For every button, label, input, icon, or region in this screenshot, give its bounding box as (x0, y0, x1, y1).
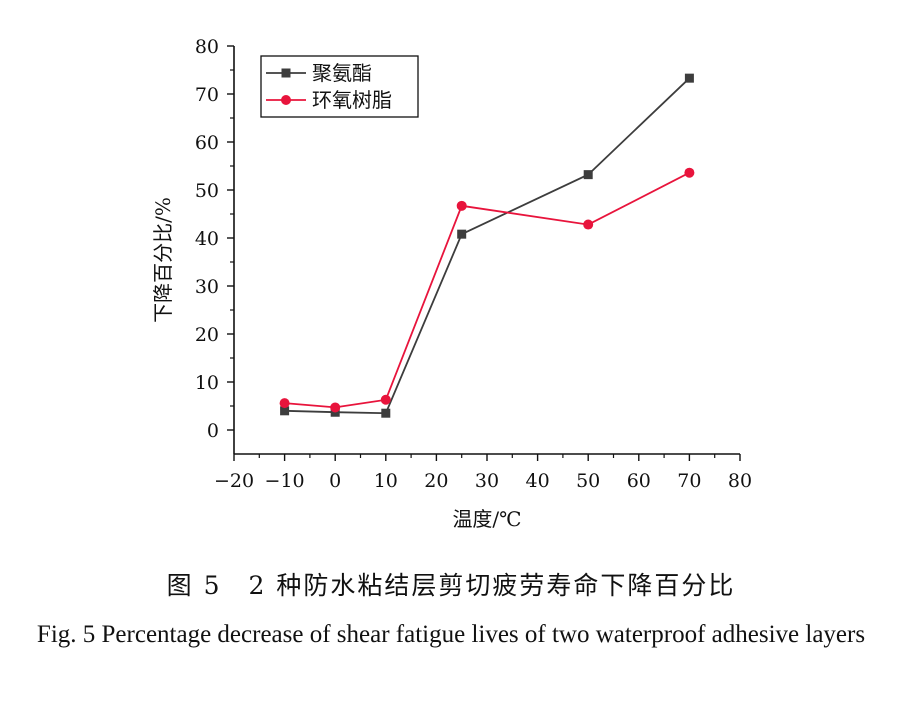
data-point (684, 73, 694, 83)
legend-box (260, 55, 419, 118)
x-tick-label: 0 (329, 470, 341, 492)
data-point (380, 394, 391, 405)
y-tick-label: 10 (195, 372, 219, 394)
series-line (284, 171, 690, 409)
line-chart: 0 10 20 30 40 50 60 70 80 −20 −10 0 10 20 30 40 50 60 70 80… (151, 36, 752, 531)
y-tick-label: 40 (195, 228, 219, 250)
y-tick-label: 70 (195, 84, 219, 106)
x-tick-label: 40 (526, 470, 550, 492)
data-point (583, 170, 593, 180)
figure-caption-en: Fig. 5 Percentage decrease of shear fati… (36, 621, 866, 648)
y-tick-label: 60 (195, 132, 219, 154)
data-point (583, 219, 594, 230)
figure-caption-cn: 图 5 2 种防水粘结层剪切疲劳寿命下降百分比 (166, 571, 736, 600)
legend-item: 聚氨酯 (266, 61, 372, 85)
series-1 (280, 73, 694, 418)
series-2 (279, 167, 695, 413)
y-axis-title: 下降百分比/% (151, 197, 175, 323)
x-tick-label: 70 (677, 470, 701, 492)
y-tick-label: 30 (195, 276, 219, 298)
series-line (284, 77, 691, 415)
y-tick-label: 0 (207, 420, 219, 442)
data-point (684, 167, 695, 178)
data-point (456, 200, 467, 211)
data-point (330, 402, 341, 413)
x-tick-label: 20 (424, 470, 448, 492)
data-point (381, 408, 391, 418)
legend-marker (281, 95, 291, 105)
axes: 0 10 20 30 40 50 60 70 80 −20 −10 0 10 20 30 40 50 60 70 80… (151, 36, 752, 531)
data-point (279, 398, 290, 409)
y-tick-label: 50 (195, 180, 219, 202)
data-point (457, 229, 467, 239)
y-tick-label: 20 (195, 324, 219, 346)
data-point (280, 406, 290, 416)
legend-label: 环氧树脂 (312, 88, 392, 112)
x-tick-label: 10 (374, 470, 398, 492)
series-layer (279, 73, 695, 418)
x-tick-label: 50 (576, 470, 600, 492)
x-tick-label: −10 (265, 470, 305, 492)
x-tick-label: −20 (214, 470, 254, 492)
x-tick-label: 60 (627, 470, 651, 492)
legend-marker (281, 68, 291, 78)
legend-label: 聚氨酯 (312, 61, 372, 85)
y-tick-label: 80 (195, 36, 219, 58)
x-tick-label: 80 (728, 470, 752, 492)
legend-item: 环氧树脂 (266, 88, 392, 112)
x-tick-label: 30 (475, 470, 499, 492)
x-axis-title: 温度/℃ (452, 507, 521, 531)
